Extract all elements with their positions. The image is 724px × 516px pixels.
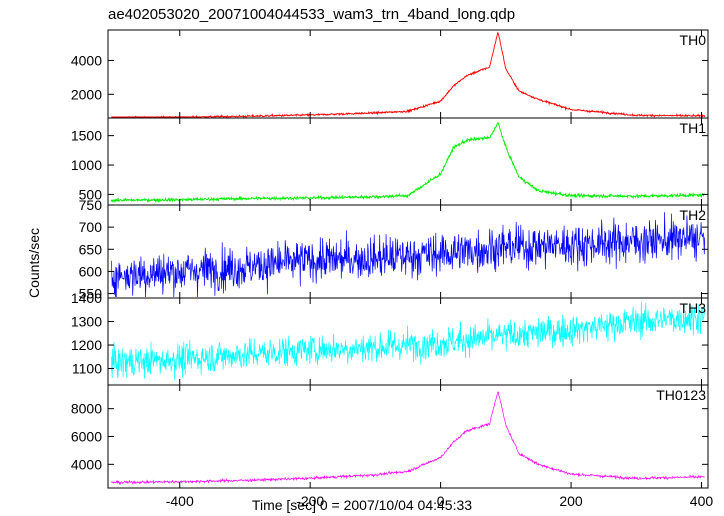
panel-label-th3: TH3 <box>680 300 707 316</box>
panel-label-th0: TH0 <box>680 32 707 48</box>
y-tick-label: 500 <box>79 186 103 202</box>
panel-label-th1: TH1 <box>680 120 707 136</box>
panel-frame-th1 <box>107 117 709 206</box>
y-tick-label: 600 <box>79 263 103 279</box>
y-tick-label: 550 <box>79 286 103 302</box>
y-tick-label: 1400 <box>71 290 102 306</box>
series-line-th3 <box>110 301 706 380</box>
x-tick-label: 400 <box>690 493 714 509</box>
y-tick-label: 650 <box>79 241 103 257</box>
panel-label-th2: TH2 <box>680 207 707 223</box>
y-tick-label: 2000 <box>71 86 102 102</box>
y-tick-label: 1200 <box>71 337 102 353</box>
x-axis-label: Time [sec] 0 = 2007/10/04 04:45:33 <box>251 497 473 513</box>
panel-label-th0123: TH0123 <box>656 387 706 403</box>
x-tick-label: -200 <box>296 493 324 509</box>
panel-frame-th0 <box>107 29 709 119</box>
y-tick-label: 1000 <box>71 157 102 173</box>
y-tick-label: 4000 <box>71 52 102 68</box>
x-tick-label: -400 <box>166 493 194 509</box>
y-tick-label: 4000 <box>71 456 102 472</box>
y-tick-label: 1500 <box>71 128 102 144</box>
y-tick-label: 6000 <box>71 429 102 445</box>
panel-frame-th0123 <box>107 384 709 489</box>
y-axis-label: Counts/sec <box>26 227 42 298</box>
series-line-th0 <box>111 31 706 119</box>
y-tick-label: 1300 <box>71 314 102 330</box>
y-tick-label: 8000 <box>71 401 102 417</box>
series-line-th1 <box>110 121 705 204</box>
y-tick-label: 750 <box>79 197 103 213</box>
x-tick-label: 0 <box>437 493 445 509</box>
y-tick-label: 700 <box>79 219 103 235</box>
y-tick-label: 1100 <box>72 361 102 377</box>
series-line-th0123 <box>111 391 705 486</box>
chart-title: ae402053020_20071004044533_wam3_trn_4ban… <box>108 6 516 23</box>
series-line-th2 <box>110 212 706 298</box>
x-tick-label: 200 <box>559 493 583 509</box>
